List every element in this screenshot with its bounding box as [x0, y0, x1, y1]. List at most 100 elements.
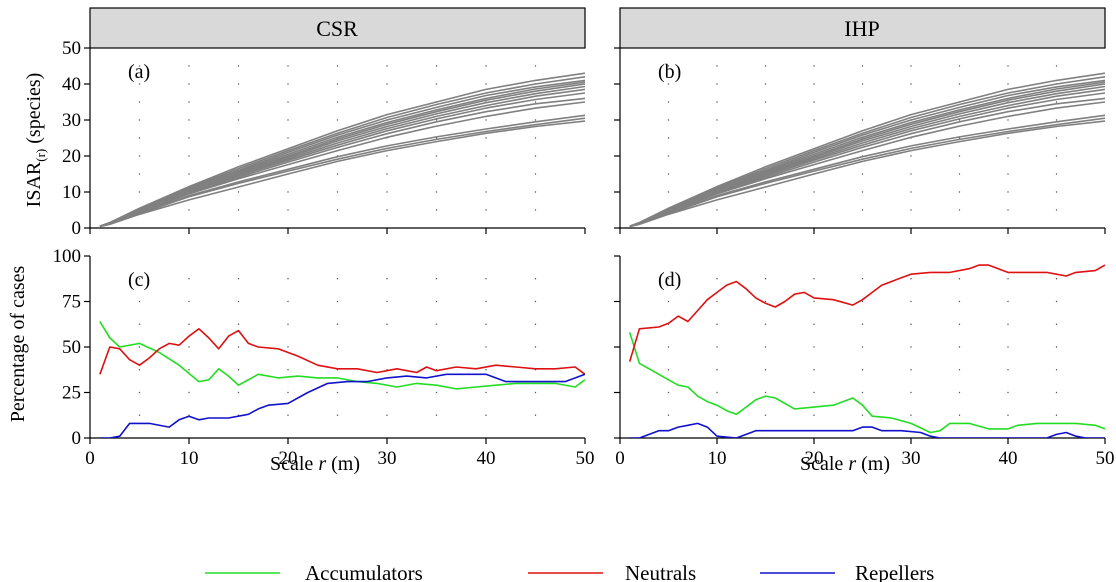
grid-dot	[435, 323, 438, 325]
x-tick-label: 50	[576, 448, 595, 469]
x-tick-label: 40	[477, 448, 496, 469]
grid-dot	[861, 414, 864, 416]
grid-dot	[861, 173, 864, 175]
grid-dot	[1007, 209, 1009, 211]
grid-dot	[386, 300, 388, 303]
grid-dot	[716, 119, 718, 121]
legend-label-repellers: Repellers	[855, 561, 934, 582]
grid-dot	[1007, 391, 1009, 394]
grid-dot	[435, 278, 438, 280]
grid-dot	[188, 391, 190, 394]
y-tick-label: 40	[62, 74, 81, 95]
grid-dot	[861, 300, 864, 303]
grid-dot	[861, 346, 864, 348]
panel-c: 0 25 50 75 100 0 10 20 30 40 50 (c)	[53, 246, 595, 469]
grid-dot	[188, 65, 190, 67]
grid-dot	[386, 278, 388, 280]
grid-dot	[716, 209, 718, 211]
grid-dot	[485, 369, 487, 371]
grid-dot	[485, 191, 487, 193]
grid-dot	[485, 414, 487, 416]
grid-dot	[861, 369, 864, 371]
grid-dot	[910, 83, 912, 85]
grid-dot	[764, 119, 767, 121]
grid-dot	[910, 346, 912, 348]
grid-dot	[386, 209, 388, 211]
grid-dot	[861, 209, 864, 211]
grid-dot	[188, 137, 190, 139]
grid-dot	[237, 391, 240, 394]
grid-dot	[287, 278, 289, 280]
panel-tag: (d)	[658, 269, 681, 291]
grid-dot	[716, 137, 718, 139]
grid-dot	[716, 323, 718, 325]
series-line-1	[99, 76, 585, 227]
grid-dot	[188, 101, 190, 103]
grid-dot	[716, 300, 718, 303]
series-group	[629, 72, 1105, 228]
grid-dot	[813, 209, 815, 211]
x-tick-label: 10	[180, 448, 199, 469]
x-tick-label: 10	[708, 448, 727, 469]
grid-dot	[336, 414, 339, 416]
grid-dot	[534, 137, 537, 139]
series-line-9	[629, 101, 1105, 227]
grid-dot	[764, 137, 767, 139]
grid-dot	[485, 278, 487, 280]
grid-dot	[861, 323, 864, 325]
grid-dot	[188, 209, 190, 211]
grid-dot	[910, 391, 912, 394]
grid-dot	[1007, 173, 1009, 175]
grid-dot	[435, 191, 438, 193]
grid-dot	[485, 137, 487, 139]
grid-dot	[813, 83, 815, 85]
series-line-12	[629, 120, 1105, 228]
grid-dot	[764, 414, 767, 416]
grid-dot	[534, 323, 537, 325]
grid-dot	[667, 137, 670, 139]
grid-dot	[534, 119, 537, 121]
grid-dot	[861, 65, 864, 67]
grid-dot	[386, 83, 388, 85]
x-tick-label: 30	[378, 448, 397, 469]
grid-dot	[237, 155, 240, 157]
grid-dot	[1055, 191, 1058, 193]
legend-label-neutrals: Neutrals	[625, 561, 696, 582]
grid-dot	[910, 278, 912, 280]
grid-dot	[667, 65, 670, 67]
grid-dot	[287, 83, 289, 85]
legend: Accumulators Neutrals Repellers	[205, 561, 934, 582]
y-tick-label: 25	[62, 383, 81, 404]
grid-dot	[188, 300, 190, 303]
grid-dot	[1007, 65, 1009, 67]
grid-dot	[534, 414, 537, 416]
grid-dot	[237, 137, 240, 139]
grid-dot	[958, 173, 961, 175]
grid-dot	[667, 300, 670, 303]
grid-dot	[813, 278, 815, 280]
grid-dot	[958, 209, 961, 211]
x-tick-label: 30	[902, 448, 921, 469]
grid-dot	[287, 65, 289, 67]
x-axis-title-ihp: Scale r (m)	[800, 453, 890, 475]
x-tick-label: 20	[805, 448, 824, 469]
grid-dot	[287, 101, 289, 103]
grid-dot	[386, 155, 388, 157]
grid-dot	[336, 83, 339, 85]
grid-dot	[813, 119, 815, 121]
grid-dot	[861, 278, 864, 280]
grid-dot	[1055, 101, 1058, 103]
grid-dot	[287, 369, 289, 371]
grid-dot	[1055, 414, 1058, 416]
grid-dot	[1055, 369, 1058, 371]
grid-dot	[813, 369, 815, 371]
y-tick-label: 0	[72, 428, 82, 449]
grid-dot	[813, 65, 815, 67]
grid-dot	[861, 391, 864, 394]
grid-dot	[386, 323, 388, 325]
grid-dot	[910, 323, 912, 325]
grid-dot	[534, 209, 537, 211]
grid-dot	[764, 391, 767, 394]
grid-dot	[1007, 119, 1009, 121]
